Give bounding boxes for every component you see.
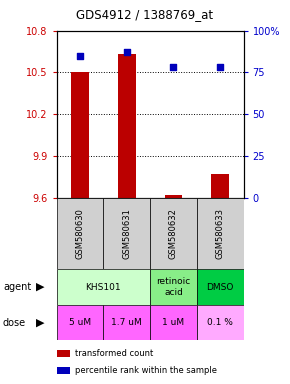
Bar bbox=[197, 269, 244, 305]
Bar bbox=[150, 198, 197, 269]
Bar bbox=[211, 174, 229, 198]
Bar bbox=[71, 73, 89, 198]
Text: KHS101: KHS101 bbox=[86, 283, 121, 291]
Text: 1 uM: 1 uM bbox=[162, 318, 184, 327]
Text: GSM580630: GSM580630 bbox=[75, 208, 84, 259]
Text: GSM580631: GSM580631 bbox=[122, 208, 131, 259]
Text: DMSO: DMSO bbox=[206, 283, 234, 291]
Bar bbox=[118, 55, 136, 198]
Bar bbox=[57, 349, 70, 357]
Text: percentile rank within the sample: percentile rank within the sample bbox=[75, 366, 217, 375]
Bar bbox=[197, 305, 244, 340]
Bar bbox=[57, 305, 103, 340]
Text: 1.7 uM: 1.7 uM bbox=[111, 318, 142, 327]
Text: dose: dose bbox=[3, 318, 26, 328]
Text: ▶: ▶ bbox=[36, 318, 45, 328]
Bar bbox=[57, 367, 70, 374]
Text: transformed count: transformed count bbox=[75, 349, 153, 358]
Text: retinoic
acid: retinoic acid bbox=[156, 277, 191, 297]
Text: GDS4912 / 1388769_at: GDS4912 / 1388769_at bbox=[77, 8, 213, 21]
Bar bbox=[164, 195, 182, 198]
Point bbox=[171, 65, 176, 71]
Bar bbox=[103, 198, 150, 269]
Point bbox=[218, 65, 222, 71]
Bar bbox=[197, 198, 244, 269]
Bar bbox=[57, 269, 150, 305]
Text: GSM580633: GSM580633 bbox=[216, 208, 225, 259]
Point bbox=[124, 50, 129, 56]
Bar bbox=[150, 305, 197, 340]
Text: ▶: ▶ bbox=[36, 282, 45, 292]
Bar bbox=[150, 269, 197, 305]
Text: GSM580632: GSM580632 bbox=[169, 208, 178, 259]
Text: 5 uM: 5 uM bbox=[69, 318, 91, 327]
Text: 0.1 %: 0.1 % bbox=[207, 318, 233, 327]
Text: agent: agent bbox=[3, 282, 31, 292]
Point bbox=[78, 53, 82, 59]
Bar bbox=[57, 198, 103, 269]
Bar bbox=[103, 305, 150, 340]
